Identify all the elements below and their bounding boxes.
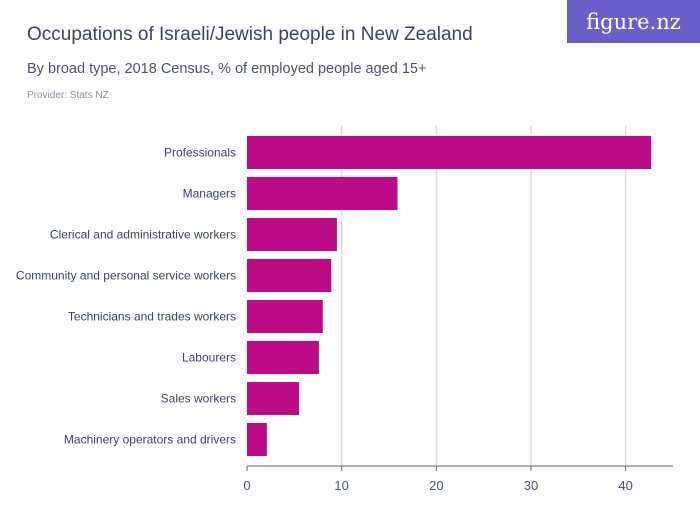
bar <box>247 341 319 374</box>
bar <box>247 136 652 169</box>
category-label: Clerical and administrative workers <box>50 228 236 242</box>
x-tick-label: 0 <box>243 478 250 493</box>
bar <box>247 259 332 292</box>
x-tick-label: 20 <box>429 478 443 493</box>
category-label: Professionals <box>164 146 236 160</box>
provider-label: Provider: Stats NZ <box>27 90 109 101</box>
x-tick-label: 40 <box>618 478 632 493</box>
category-label: Managers <box>183 187 236 201</box>
chart-title: Occupations of Israeli/Jewish people in … <box>27 24 473 45</box>
bar <box>247 218 337 251</box>
x-tick-label: 30 <box>524 478 538 493</box>
bar <box>247 177 398 210</box>
category-label: Community and personal service workers <box>16 269 236 283</box>
category-label: Sales workers <box>161 392 236 406</box>
bar <box>247 300 323 333</box>
bar <box>247 382 300 415</box>
category-label: Machinery operators and drivers <box>64 433 236 447</box>
figure-nz-logo[interactable]: figure.nz <box>567 0 700 43</box>
category-label: Labourers <box>182 351 236 365</box>
chart-subtitle: By broad type, 2018 Census, % of employe… <box>27 61 427 77</box>
category-label: Technicians and trades workers <box>68 310 236 324</box>
x-tick-label: 10 <box>334 478 348 493</box>
bar <box>247 423 267 456</box>
